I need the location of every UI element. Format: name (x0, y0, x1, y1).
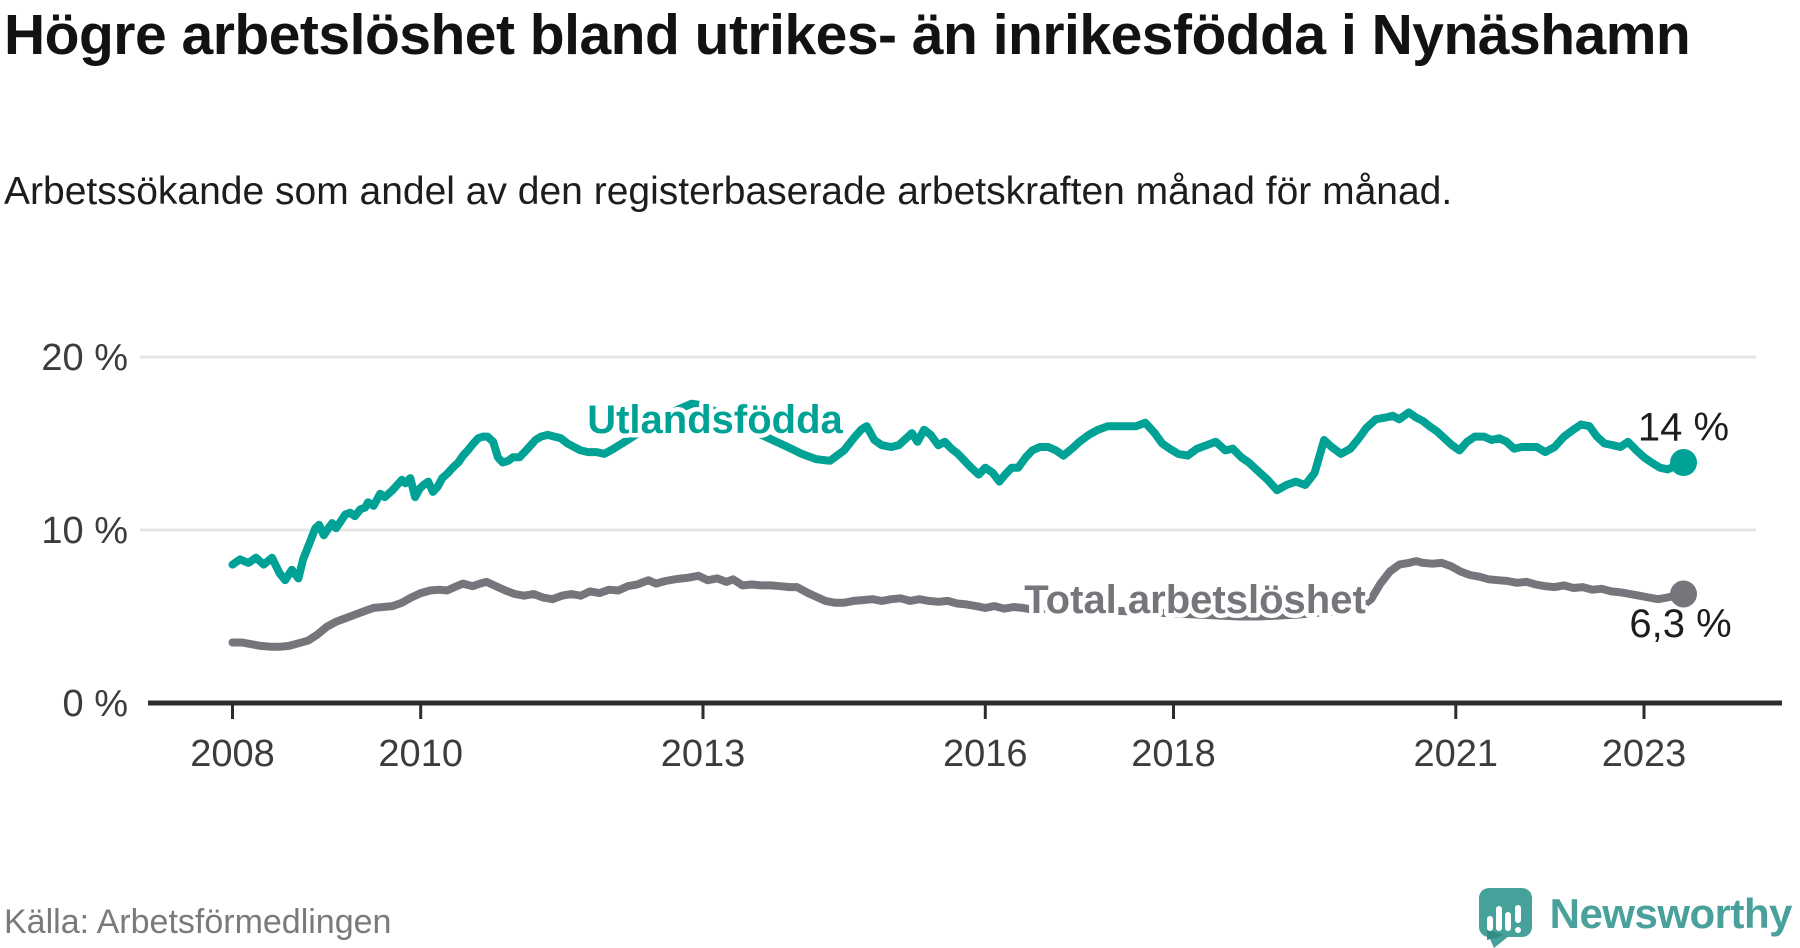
x-axis-tick-label: 2013 (661, 733, 746, 775)
y-axis-tick-label: 20 % (41, 337, 128, 379)
x-axis-tick-label: 2023 (1602, 733, 1687, 775)
x-axis-tick-label: 2016 (943, 733, 1028, 775)
page-title: Högre arbetslöshet bland utrikes- än inr… (4, 3, 1691, 67)
series-end-dot-utlandsfodda (1670, 449, 1698, 477)
x-axis-tick-label: 2021 (1414, 733, 1499, 775)
speech-bubble-bar-chart-icon (1478, 888, 1532, 948)
chart-subtitle: Arbetssökande som andel av den registerb… (4, 170, 1453, 213)
end-value-label-utlandsfodda: 14 % (1638, 406, 1729, 450)
series-label-total: Total arbetslöshet (1024, 578, 1366, 622)
x-axis-tick-label: 2018 (1131, 733, 1216, 775)
source-attribution: Källa: Arbetsförmedlingen (4, 903, 392, 941)
y-axis-tick-label: 10 % (41, 510, 128, 552)
brand-name: Newsworthy (1549, 890, 1793, 937)
series-line-total (228, 557, 1688, 651)
newsworthy-brand[interactable]: Newsworthy (1478, 880, 1793, 948)
y-axis-tick-label: 0 % (63, 683, 128, 725)
series-line-utlandsfodda (228, 399, 1688, 585)
x-axis-tick-label: 2008 (190, 733, 275, 775)
series-end-dot-total (1670, 580, 1698, 608)
x-axis-tick-label: 2010 (378, 733, 463, 775)
end-value-label-total: 6,3 % (1629, 602, 1731, 646)
series-label-utlandsfodda: Utlandsfödda (587, 398, 843, 442)
